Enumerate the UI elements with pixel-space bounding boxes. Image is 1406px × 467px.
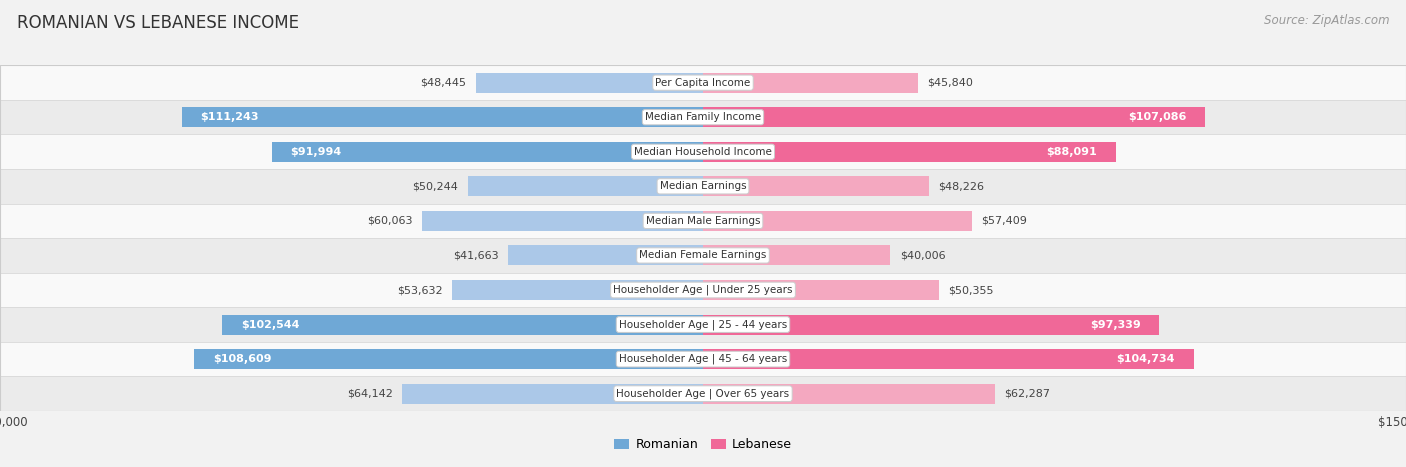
Text: $102,544: $102,544 bbox=[242, 319, 299, 330]
Bar bbox=[703, 384, 995, 403]
Text: $40,006: $40,006 bbox=[900, 250, 945, 261]
Bar bbox=[0, 204, 1406, 238]
Text: $108,609: $108,609 bbox=[212, 354, 271, 364]
Bar bbox=[0, 100, 1406, 134]
Bar bbox=[0, 134, 1406, 169]
Text: $88,091: $88,091 bbox=[1046, 147, 1097, 157]
Bar bbox=[703, 107, 1205, 127]
Legend: Romanian, Lebanese: Romanian, Lebanese bbox=[609, 433, 797, 456]
Bar bbox=[468, 177, 703, 196]
Text: Householder Age | Over 65 years: Householder Age | Over 65 years bbox=[616, 389, 790, 399]
Text: Median Household Income: Median Household Income bbox=[634, 147, 772, 157]
Text: $48,445: $48,445 bbox=[420, 78, 467, 88]
Bar bbox=[271, 142, 703, 162]
Bar bbox=[181, 107, 703, 127]
Bar bbox=[0, 376, 1406, 411]
Text: $91,994: $91,994 bbox=[291, 147, 342, 157]
Bar bbox=[703, 246, 890, 265]
Bar bbox=[703, 142, 1116, 162]
Text: Median Family Income: Median Family Income bbox=[645, 112, 761, 122]
Bar bbox=[703, 211, 972, 231]
Text: $53,632: $53,632 bbox=[396, 285, 443, 295]
Bar bbox=[194, 349, 703, 369]
Bar bbox=[0, 65, 1406, 100]
Text: Median Earnings: Median Earnings bbox=[659, 181, 747, 191]
Text: $97,339: $97,339 bbox=[1090, 319, 1140, 330]
Text: $60,063: $60,063 bbox=[367, 216, 412, 226]
Bar bbox=[222, 315, 703, 334]
Text: $50,244: $50,244 bbox=[412, 181, 458, 191]
Bar bbox=[0, 307, 1406, 342]
Text: $104,734: $104,734 bbox=[1116, 354, 1175, 364]
Bar bbox=[451, 280, 703, 300]
Text: Median Male Earnings: Median Male Earnings bbox=[645, 216, 761, 226]
Text: $50,355: $50,355 bbox=[949, 285, 994, 295]
Bar bbox=[703, 315, 1159, 334]
Text: Householder Age | 45 - 64 years: Householder Age | 45 - 64 years bbox=[619, 354, 787, 364]
Bar bbox=[703, 280, 939, 300]
Bar bbox=[0, 273, 1406, 307]
Text: Householder Age | 25 - 44 years: Householder Age | 25 - 44 years bbox=[619, 319, 787, 330]
Bar bbox=[703, 349, 1194, 369]
Text: Source: ZipAtlas.com: Source: ZipAtlas.com bbox=[1264, 14, 1389, 27]
Text: $62,287: $62,287 bbox=[1004, 389, 1050, 399]
Text: $45,840: $45,840 bbox=[927, 78, 973, 88]
Bar bbox=[402, 384, 703, 403]
Bar bbox=[508, 246, 703, 265]
Text: Median Female Earnings: Median Female Earnings bbox=[640, 250, 766, 261]
Text: $41,663: $41,663 bbox=[453, 250, 498, 261]
Bar bbox=[703, 177, 929, 196]
Bar bbox=[0, 169, 1406, 204]
Bar bbox=[0, 238, 1406, 273]
Text: Householder Age | Under 25 years: Householder Age | Under 25 years bbox=[613, 285, 793, 295]
Text: $64,142: $64,142 bbox=[347, 389, 394, 399]
Text: Per Capita Income: Per Capita Income bbox=[655, 78, 751, 88]
Bar bbox=[703, 73, 918, 92]
Text: $111,243: $111,243 bbox=[201, 112, 259, 122]
Text: $48,226: $48,226 bbox=[938, 181, 984, 191]
Bar bbox=[0, 342, 1406, 376]
Bar bbox=[477, 73, 703, 92]
Bar bbox=[422, 211, 703, 231]
Text: $57,409: $57,409 bbox=[981, 216, 1028, 226]
Text: ROMANIAN VS LEBANESE INCOME: ROMANIAN VS LEBANESE INCOME bbox=[17, 14, 299, 32]
Text: $107,086: $107,086 bbox=[1128, 112, 1187, 122]
